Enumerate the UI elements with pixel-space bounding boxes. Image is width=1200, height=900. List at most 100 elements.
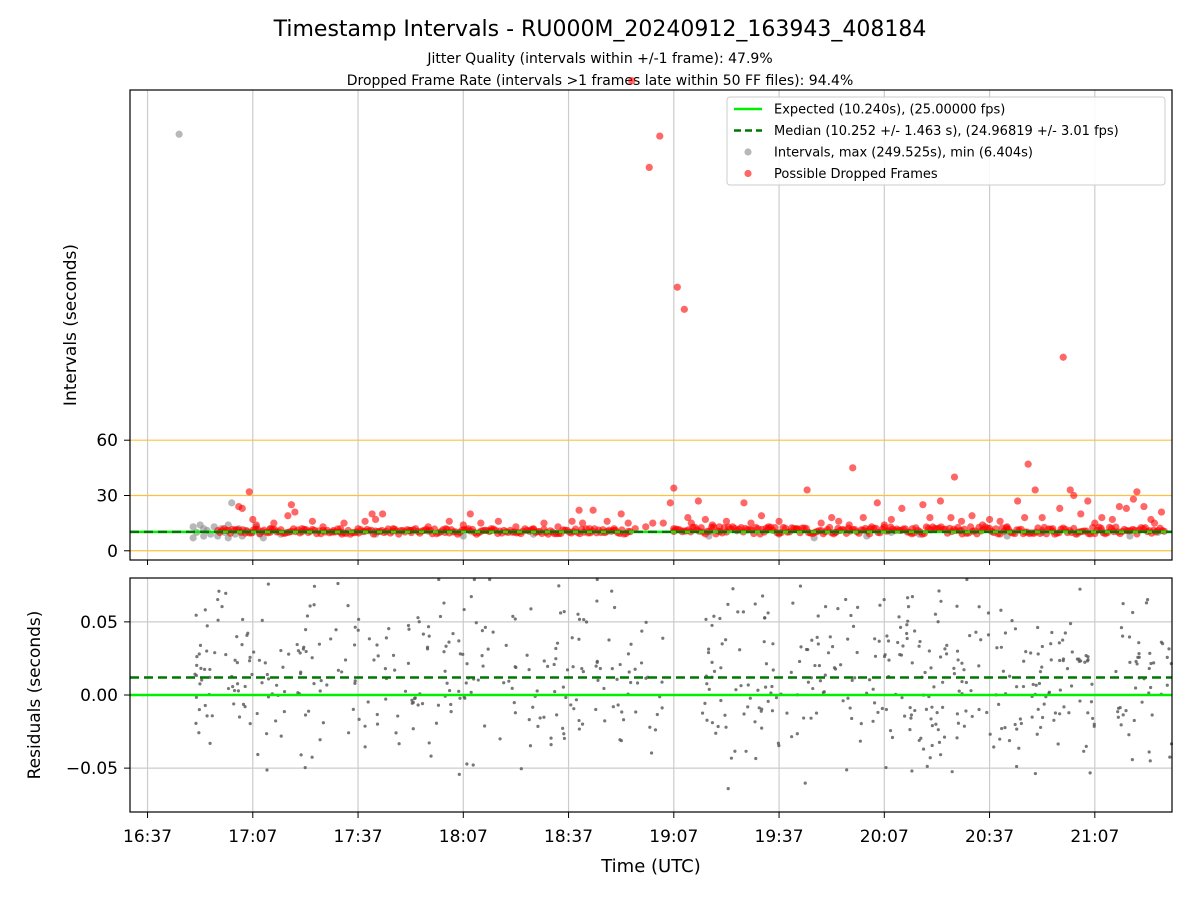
residual-point	[1013, 627, 1018, 631]
residual-point	[527, 717, 531, 722]
residual-point	[343, 658, 348, 662]
residual-point	[710, 721, 715, 725]
residual-point	[999, 645, 1003, 649]
residual-point	[1121, 602, 1125, 606]
dropped-frame-point	[568, 517, 576, 525]
residual-point	[504, 643, 508, 647]
residual-point	[407, 627, 411, 631]
residual-point	[928, 756, 932, 760]
residual-point	[851, 624, 856, 628]
residual-point	[814, 711, 819, 715]
residual-point	[383, 667, 387, 671]
residual-point	[962, 668, 966, 672]
residual-point	[908, 728, 912, 732]
residual-point	[1000, 726, 1004, 731]
residual-point	[282, 709, 286, 714]
residual-point	[1036, 625, 1040, 630]
dropped-frame-point	[845, 521, 853, 529]
chart-subtitle-dropped: Dropped Frame Rate (intervals >1 frames …	[347, 73, 854, 89]
residual-point	[340, 670, 344, 674]
residual-point	[1121, 713, 1125, 717]
dropped-frame-point	[252, 521, 260, 529]
residual-point	[1053, 711, 1058, 715]
residual-point	[298, 671, 303, 676]
residual-point	[856, 605, 860, 609]
residual-point	[705, 682, 709, 686]
residual-point	[639, 661, 644, 665]
residual-point	[296, 649, 301, 653]
residual-point	[1015, 764, 1019, 769]
residual-point	[507, 679, 511, 683]
residual-point	[799, 645, 803, 649]
residual-point	[363, 745, 367, 749]
residual-point	[574, 698, 579, 702]
dropped-frame-point	[701, 515, 709, 524]
residual-point	[266, 582, 270, 586]
residual-point	[876, 710, 880, 715]
residual-point	[216, 597, 220, 602]
residual-point	[1021, 684, 1026, 689]
residual-point	[1067, 711, 1071, 715]
dropped-frame-point	[1056, 504, 1064, 512]
residual-point	[760, 726, 764, 730]
residual-point	[231, 685, 235, 689]
residual-point	[1015, 685, 1019, 689]
residual-point	[660, 680, 664, 684]
x-tick-label: 19:07	[649, 827, 698, 847]
residual-point	[872, 701, 877, 705]
residual-point	[525, 653, 529, 657]
residual-point	[655, 712, 659, 717]
residual-point	[754, 756, 758, 761]
residual-point	[910, 594, 915, 599]
residual-point	[429, 754, 433, 758]
residual-point	[203, 703, 207, 708]
residual-point	[310, 656, 314, 660]
residual-point	[901, 644, 905, 648]
residual-point	[236, 689, 240, 693]
residual-point	[502, 681, 506, 685]
residual-point	[205, 649, 209, 653]
residual-point	[885, 634, 889, 638]
residual-point	[529, 607, 533, 611]
residual-point	[375, 712, 379, 717]
residual-point	[558, 611, 563, 615]
residual-point	[1150, 713, 1154, 717]
residual-point	[366, 700, 370, 704]
residual-point	[986, 611, 991, 615]
residual-point	[580, 722, 585, 726]
dropped-frame-point	[880, 521, 888, 529]
residual-point	[387, 627, 391, 631]
residual-point	[235, 635, 239, 639]
residual-point	[1069, 684, 1074, 688]
residual-point	[245, 633, 249, 637]
residual-point	[929, 717, 933, 721]
dropped-frame-point	[898, 504, 906, 512]
residual-point	[1152, 661, 1156, 665]
residual-point	[964, 709, 968, 713]
residual-point	[393, 668, 397, 672]
residual-point	[833, 667, 838, 671]
residual-point	[760, 594, 765, 598]
residual-point	[756, 688, 760, 692]
residual-point	[871, 719, 875, 723]
residual-point	[998, 737, 1002, 741]
residual-point	[850, 716, 854, 721]
residual-point	[1147, 750, 1151, 754]
residual-point	[719, 666, 723, 670]
residual-point	[519, 767, 523, 771]
residual-point	[205, 714, 209, 718]
residual-point	[353, 625, 357, 629]
residual-point	[416, 703, 420, 707]
residual-point	[660, 706, 664, 710]
dropped-frame-point	[666, 499, 674, 507]
residual-point	[449, 702, 453, 707]
residual-point	[232, 688, 237, 693]
x-tick-label: 19:37	[755, 827, 804, 847]
residual-point	[498, 737, 502, 741]
dropped-frame-point	[624, 519, 632, 527]
x-tick-label: 18:07	[439, 827, 488, 847]
y-tick-label: 0.05	[80, 613, 118, 633]
residual-point	[598, 666, 602, 671]
residual-point	[442, 601, 446, 605]
residual-point	[733, 749, 737, 753]
